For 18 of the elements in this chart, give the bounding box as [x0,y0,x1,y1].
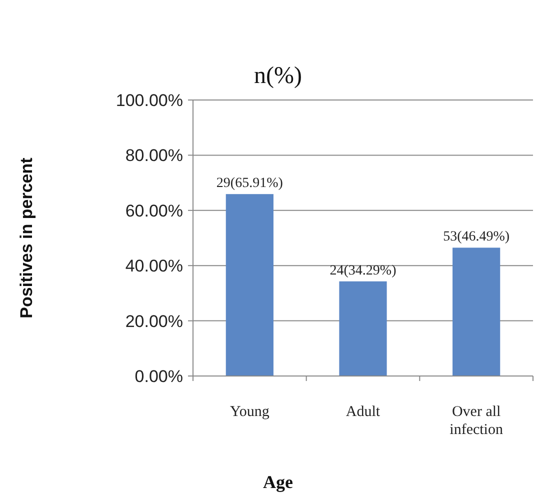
y-tick-label: 100.00% [116,90,183,110]
chart-title: n(%) [254,63,302,89]
x-axis-title: Age [263,472,293,492]
y-tick-label: 0.00% [134,366,183,386]
data-label: 24(34.29%) [330,263,397,278]
bar [452,248,500,376]
bar [226,194,274,376]
x-tick-label: Young [230,404,270,420]
y-axis-title: Positives in percent [17,157,36,318]
y-tick-label: 60.00% [125,201,183,220]
x-tick-label: Over all infection [450,404,504,438]
data-label: 29(65.91%) [216,176,284,192]
bar [339,281,387,376]
data-label: 53(46.49%) [443,230,510,245]
x-tick-label: Adult [346,404,381,420]
y-tick-label: 40.00% [125,256,183,276]
y-tick-label: 20.00% [125,312,183,331]
y-tick-label: 80.00% [125,146,183,166]
